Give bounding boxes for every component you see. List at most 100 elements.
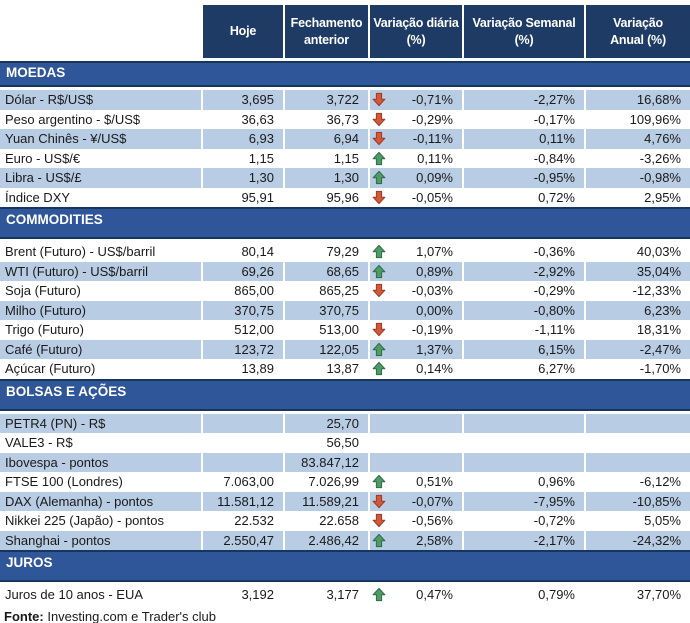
- variacao-semanal-value: -0,84%: [464, 148, 586, 168]
- variacao-anual-value: 37,70%: [586, 585, 690, 605]
- variacao-semanal-value: -1,11%: [464, 320, 586, 340]
- variacao-diaria-cell: -0,19%: [370, 320, 464, 340]
- asset-label: Índice DXY: [0, 187, 203, 207]
- table-row: Soja (Futuro) 865,00 865,25 -0,03% -0,29…: [0, 281, 690, 301]
- table-row: Shanghai - pontos 2.550,47 2.486,42 2,58…: [0, 530, 690, 550]
- table-row: Café (Futuro) 123,72 122,05 1,37% 6,15% …: [0, 339, 690, 359]
- source-note: Fonte: Investing.com e Trader's club: [4, 609, 690, 623]
- asset-label: VALE3 - R$: [0, 433, 203, 453]
- asset-label: WTI (Futuro) - US$/barril: [0, 261, 203, 281]
- variacao-semanal-value: -0,36%: [464, 242, 586, 262]
- variacao-diaria-cell: 0,14%: [370, 359, 464, 379]
- variacao-semanal-value: 0,96%: [464, 472, 586, 492]
- hoje-value: 80,14: [203, 242, 285, 262]
- hoje-value: 1,30: [203, 168, 285, 188]
- up-arrow-icon: [372, 170, 387, 185]
- variacao-diaria-value: -0,03%: [411, 283, 453, 298]
- variacao-anual-value: 4,76%: [586, 129, 690, 149]
- variacao-semanal-value: -0,29%: [464, 281, 586, 301]
- down-arrow-icon: [372, 92, 387, 107]
- variacao-semanal-value: [464, 452, 586, 472]
- variacao-diaria-value: 0,00%: [416, 302, 453, 318]
- hoje-value: [203, 433, 285, 453]
- hoje-value: 13,89: [203, 359, 285, 379]
- variacao-diaria-value: -0,71%: [411, 92, 453, 107]
- variacao-anual-value: 18,31%: [586, 320, 690, 340]
- fechamento-anterior-value: 7.026,99: [285, 472, 370, 492]
- variacao-anual-value: -3,26%: [586, 148, 690, 168]
- table-row: Ibovespa - pontos 83.847,12: [0, 452, 690, 472]
- hoje-value: 6,93: [203, 129, 285, 149]
- variacao-semanal-value: 0,72%: [464, 187, 586, 207]
- asset-label: Trigo (Futuro): [0, 320, 203, 340]
- section-header-bar: JUROS: [0, 550, 690, 582]
- variacao-diaria-cell: -0,03%: [370, 281, 464, 301]
- variacao-diaria-value: 2,58%: [416, 532, 453, 548]
- down-arrow-icon: [372, 112, 387, 127]
- variacao-semanal-value: 0,11%: [464, 129, 586, 149]
- variacao-diaria-cell: -0,29%: [370, 109, 464, 129]
- down-arrow-icon: [372, 131, 387, 146]
- section-juros: JUROS Juros de 10 anos - EUA 3,192 3,177…: [0, 550, 690, 605]
- col-header-variacao-diaria: Variação diária (%): [370, 5, 464, 58]
- variacao-diaria-value: -0,05%: [411, 189, 453, 205]
- variacao-semanal-value: [464, 413, 586, 433]
- table-row: Libra - US$/£ 1,30 1,30 0,09% -0,95% -0,…: [0, 168, 690, 188]
- section-header-bar: COMMODITIES: [0, 207, 690, 239]
- asset-label: Nikkei 225 (Japão) - pontos: [0, 511, 203, 531]
- up-arrow-icon: [372, 244, 387, 259]
- up-arrow-icon: [372, 474, 387, 489]
- variacao-diaria-value: -0,07%: [411, 493, 453, 509]
- section-title: COMMODITIES: [6, 212, 103, 227]
- asset-label: Ibovespa - pontos: [0, 452, 203, 472]
- variacao-diaria-cell: 0,47%: [370, 585, 464, 605]
- variacao-anual-value: 6,23%: [586, 300, 690, 320]
- hoje-value: 2.550,47: [203, 530, 285, 550]
- asset-label: Libra - US$/£: [0, 168, 203, 188]
- table-row: Índice DXY 95,91 95,96 -0,05% 0,72% 2,95…: [0, 187, 690, 207]
- variacao-anual-value: 109,96%: [586, 109, 690, 129]
- section-title: BOLSAS E AÇÕES: [6, 383, 127, 399]
- fechamento-anterior-value: 2.486,42: [285, 530, 370, 550]
- hoje-value: 22.532: [203, 511, 285, 531]
- variacao-diaria-cell: 0,11%: [370, 148, 464, 168]
- section-header-bar: BOLSAS E AÇÕES: [0, 378, 690, 411]
- asset-label: Dólar - R$/US$: [0, 90, 203, 110]
- variacao-anual-value: -2,47%: [586, 339, 690, 359]
- variacao-anual-value: 5,05%: [586, 511, 690, 531]
- variacao-semanal-value: -0,17%: [464, 109, 586, 129]
- variacao-diaria-cell: -0,71%: [370, 90, 464, 110]
- asset-label: DAX (Alemanha) - pontos: [0, 491, 203, 511]
- table-row: DAX (Alemanha) - pontos 11.581,12 11.589…: [0, 491, 690, 511]
- asset-label: Peso argentino - $/US$: [0, 109, 203, 129]
- variacao-anual-value: -12,33%: [586, 281, 690, 301]
- up-arrow-icon: [372, 587, 387, 602]
- section-bolsas-e-acoes: BOLSAS E AÇÕES PETR4 (PN) - R$ 25,70 VAL…: [0, 378, 690, 550]
- variacao-diaria-cell: -0,11%: [370, 129, 464, 149]
- asset-label: Brent (Futuro) - US$/barril: [0, 242, 203, 262]
- fechamento-anterior-value: 13,87: [285, 359, 370, 379]
- section-rows: Brent (Futuro) - US$/barril 80,14 79,29 …: [0, 242, 690, 379]
- hoje-value: 3,192: [203, 585, 285, 605]
- col-header-fechamento-anterior: Fechamento anterior: [285, 5, 370, 58]
- asset-label: Euro - US$/€: [0, 148, 203, 168]
- down-arrow-icon: [372, 322, 387, 337]
- section-rows: Juros de 10 anos - EUA 3,192 3,177 0,47%…: [0, 585, 690, 605]
- fechamento-anterior-value: 25,70: [285, 413, 370, 433]
- variacao-diaria-value: -0,11%: [412, 131, 453, 146]
- variacao-diaria-value: 0,51%: [416, 474, 453, 489]
- fechamento-anterior-value: 22.658: [285, 511, 370, 531]
- col-header-hoje: Hoje: [203, 5, 285, 58]
- variacao-semanal-value: -0,72%: [464, 511, 586, 531]
- variacao-anual-value: 35,04%: [586, 261, 690, 281]
- up-arrow-icon: [372, 264, 387, 279]
- variacao-anual-value: [586, 413, 690, 433]
- fechamento-anterior-value: 36,73: [285, 109, 370, 129]
- hoje-value: [203, 452, 285, 472]
- table-row: Dólar - R$/US$ 3,695 3,722 -0,71% -2,27%…: [0, 90, 690, 110]
- variacao-diaria-value: 0,89%: [416, 263, 453, 279]
- variacao-anual-value: -24,32%: [586, 530, 690, 550]
- variacao-diaria-cell: -0,56%: [370, 511, 464, 531]
- table-row: Juros de 10 anos - EUA 3,192 3,177 0,47%…: [0, 585, 690, 605]
- fechamento-anterior-value: 370,75: [285, 300, 370, 320]
